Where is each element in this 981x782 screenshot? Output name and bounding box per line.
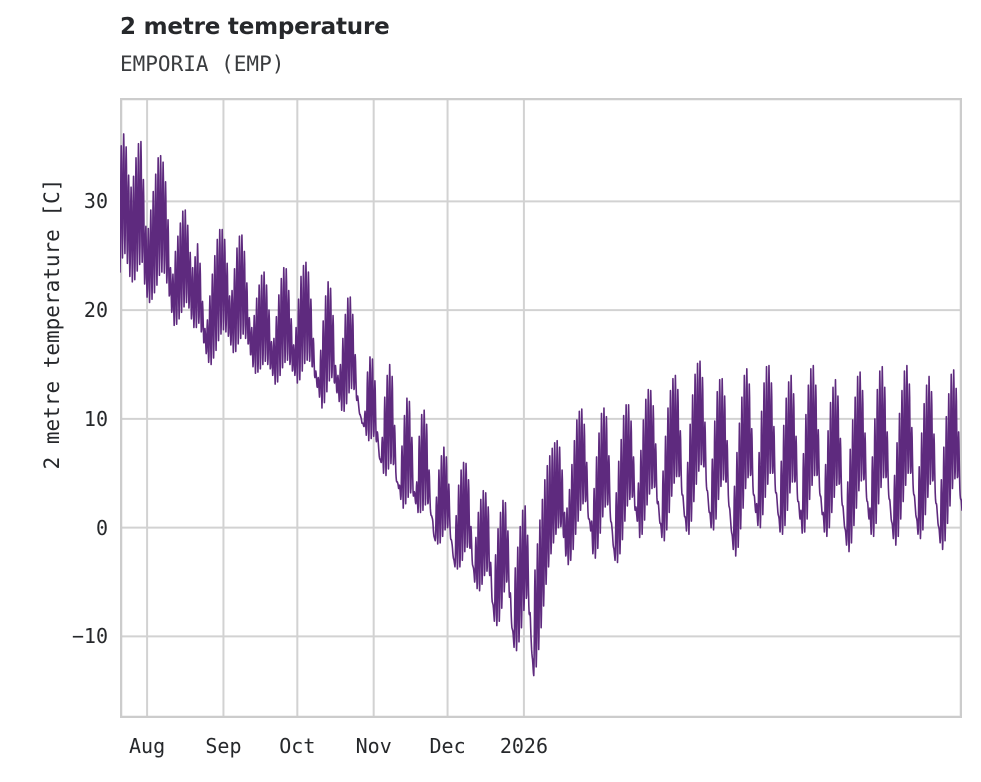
x-tick-label: Oct: [279, 734, 316, 758]
data-series-layer: [120, 133, 962, 677]
plot-area: [120, 98, 962, 718]
plot-svg: [120, 98, 962, 718]
x-tick-label: Dec: [429, 734, 466, 758]
y-tick-label: 0: [95, 515, 108, 540]
y-tick-label: 30: [83, 189, 108, 214]
x-tick-label: Sep: [205, 734, 242, 758]
plot-frame: [120, 98, 962, 718]
y-axis-tick-labels: 30 20 10 0 −10: [0, 0, 108, 782]
y-tick-label: 10: [83, 406, 108, 431]
x-tick-label: Aug: [129, 734, 166, 758]
y-tick-label: −10: [71, 624, 108, 649]
temperature-line: [120, 133, 962, 677]
y-tick-label: 20: [83, 298, 108, 323]
x-tick-label: 2026: [499, 734, 548, 758]
chart-title: 2 metre temperature: [120, 14, 390, 40]
x-tick-label: Nov: [355, 734, 392, 758]
chart-subtitle: EMPORIA (EMP): [120, 52, 285, 76]
